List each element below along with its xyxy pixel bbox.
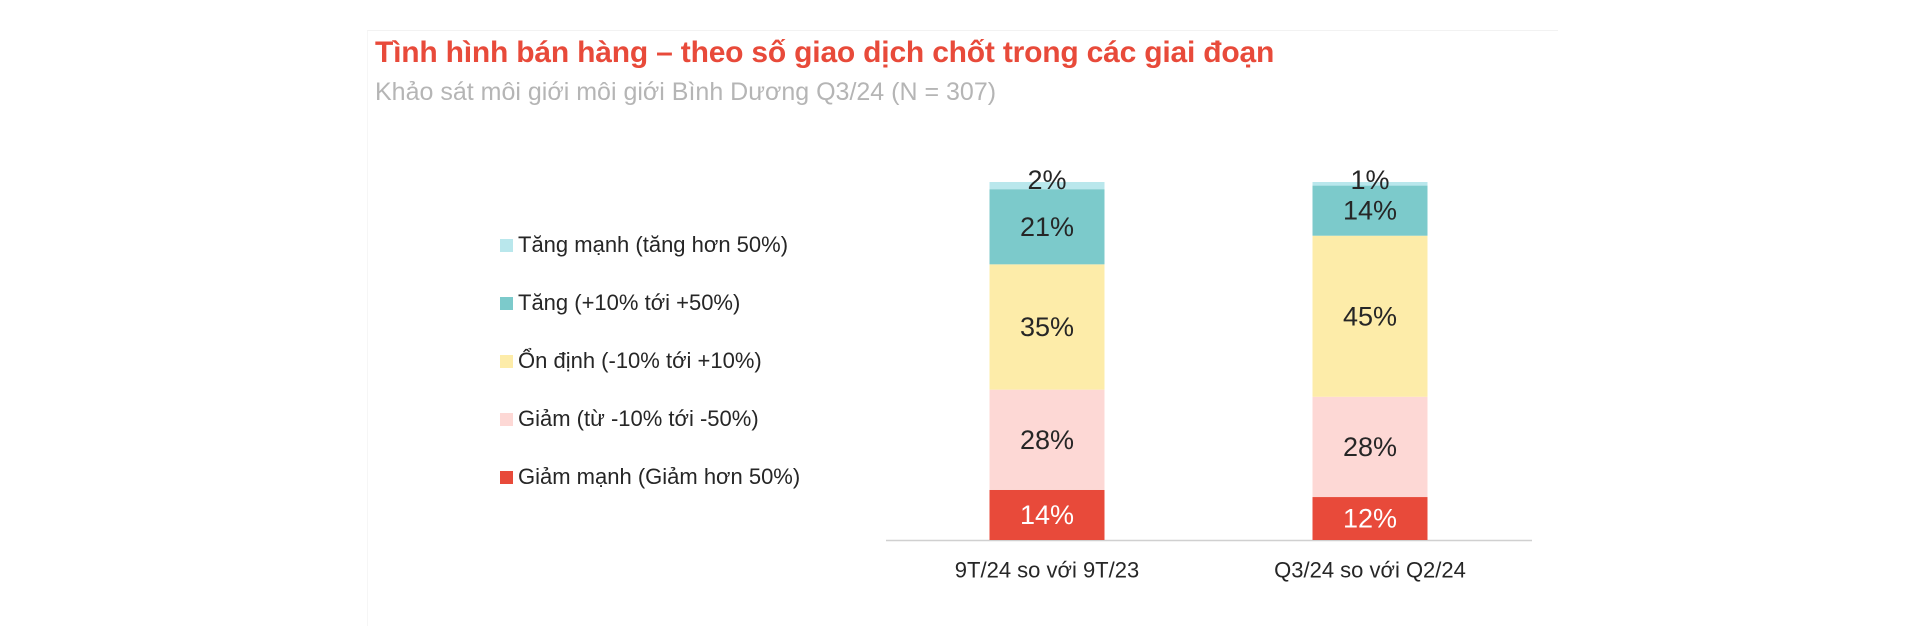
data-label: 14%	[1343, 196, 1397, 226]
bar-segment	[1312, 497, 1428, 540]
data-label: 28%	[1343, 432, 1397, 462]
data-label: 35%	[1020, 312, 1074, 342]
chart-title: Tình hình bán hàng – theo số giao dịch c…	[375, 36, 1275, 69]
data-label: 28%	[1020, 425, 1074, 455]
category-label: Q3/24 so với Q2/24	[1274, 558, 1466, 583]
bar-segment	[989, 389, 1105, 490]
legend-label: Ổn định (-10% tới +10%)	[518, 348, 762, 373]
legend-swatch-giam-manh	[500, 470, 513, 484]
legend-label: Giảm (từ -10% tới -50%)	[518, 406, 759, 431]
legend-label: Tăng (+10% tới +50%)	[518, 290, 741, 315]
bar-segment	[989, 189, 1105, 265]
data-label: 14%	[1020, 500, 1074, 530]
legend-swatch-tang-manh	[500, 238, 513, 252]
legend-label: Tăng mạnh (tăng hơn 50%)	[518, 232, 789, 257]
data-label: 45%	[1343, 301, 1397, 331]
data-label: 12%	[1343, 504, 1397, 534]
bar-segment	[989, 264, 1105, 390]
data-label: 2%	[1027, 165, 1066, 195]
data-label: 21%	[1020, 212, 1074, 242]
bar-segment	[989, 182, 1105, 190]
legend-swatch-on-dinh	[500, 354, 513, 368]
legend-item-tang: Tăng (+10% tới +50%)	[500, 288, 740, 318]
legend-swatch-tang	[500, 296, 513, 310]
bar-segment	[1312, 396, 1428, 498]
bar-segment	[989, 489, 1105, 540]
category-label: 9T/24 so với 9T/23	[955, 558, 1139, 583]
bar-segment	[1312, 182, 1428, 186]
legend-item-tang-manh: Tăng mạnh (tăng hơn 50%)	[500, 230, 788, 260]
chart-subtitle: Khảo sát môi giới môi giới Bình Dương Q3…	[375, 78, 997, 106]
legend-item-giam-manh: Giảm mạnh (Giảm hơn 50%)	[500, 462, 800, 492]
legend-label: Giảm mạnh (Giảm hơn 50%)	[518, 464, 801, 489]
bar-segment	[1312, 235, 1428, 397]
legend-item-on-dinh: Ổn định (-10% tới +10%)	[500, 346, 762, 376]
legend-item-giam: Giảm (từ -10% tới -50%)	[500, 404, 759, 434]
bar-segment	[1312, 185, 1428, 236]
legend-swatch-giam	[500, 412, 513, 426]
data-label: 1%	[1350, 165, 1389, 195]
